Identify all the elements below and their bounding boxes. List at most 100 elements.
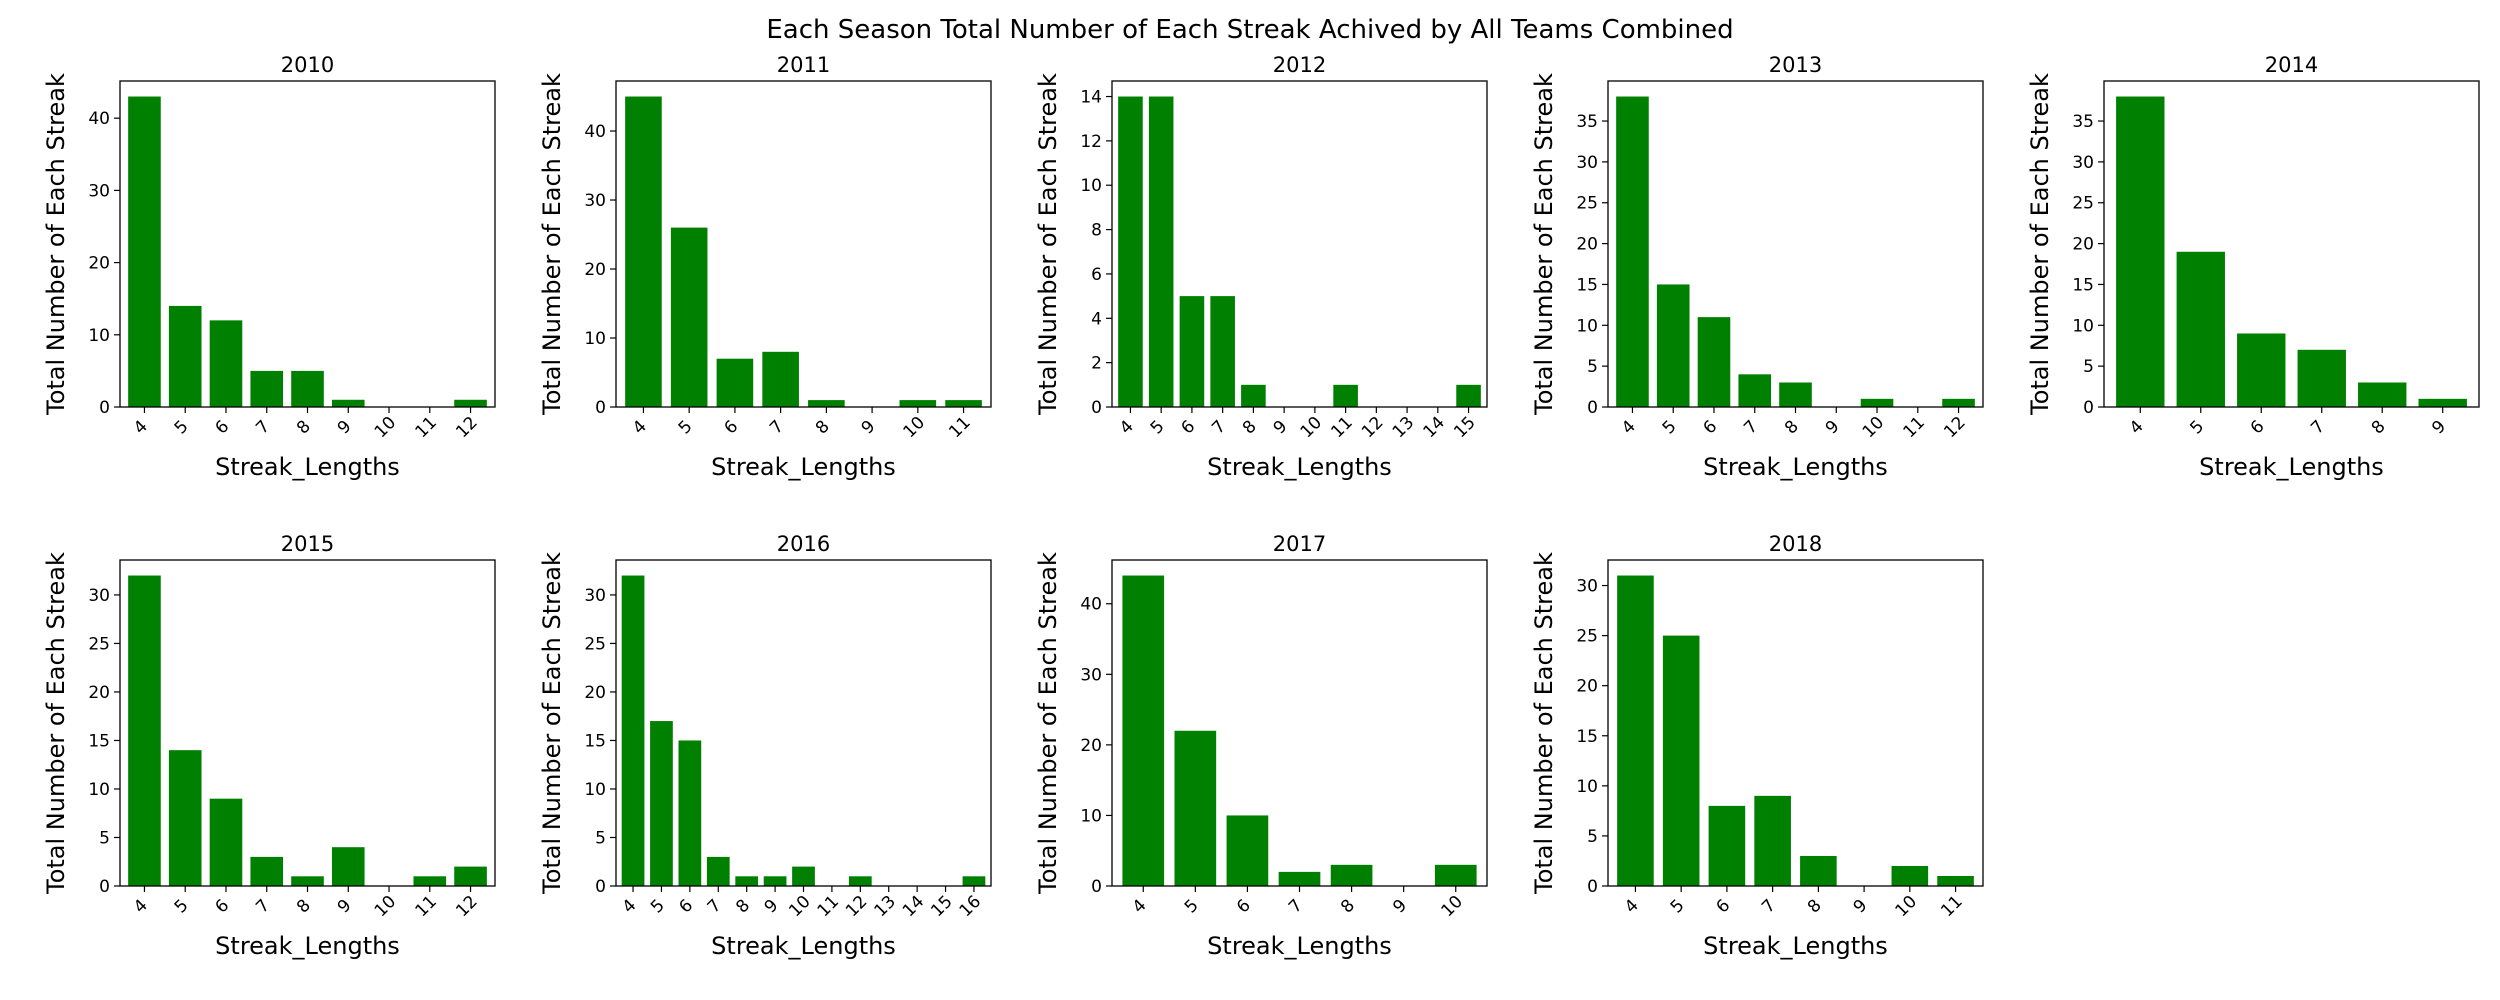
y-tick-label: 30 bbox=[1080, 665, 1102, 685]
x-axis-label: Streak_Lengths bbox=[215, 932, 400, 960]
bar-5 bbox=[1662, 635, 1700, 886]
bar-6 bbox=[209, 320, 243, 407]
bar-7 bbox=[706, 856, 730, 886]
y-tick-label: 30 bbox=[1576, 153, 1598, 173]
bar-7 bbox=[1278, 871, 1321, 886]
bar-8 bbox=[1779, 382, 1812, 407]
y-axis-label: Total Number of Each Streak bbox=[42, 552, 70, 895]
y-tick-label: 5 bbox=[1587, 827, 1598, 847]
bar-12 bbox=[454, 399, 487, 407]
y-tick-label: 10 bbox=[1080, 176, 1102, 196]
bar-6 bbox=[1179, 296, 1205, 407]
y-tick-label: 5 bbox=[595, 828, 606, 848]
y-axis-label: Total Number of Each Streak bbox=[538, 73, 566, 416]
y-axis-label: Total Number of Each Streak bbox=[1034, 552, 1062, 895]
y-tick-label: 2 bbox=[1091, 354, 1102, 374]
bar-9 bbox=[2418, 398, 2467, 407]
y-tick-label: 10 bbox=[584, 329, 606, 349]
bar-4 bbox=[2116, 96, 2165, 408]
chart-title: 2010 bbox=[281, 53, 334, 77]
y-tick-label: 40 bbox=[1080, 595, 1102, 615]
bar-4 bbox=[625, 96, 662, 408]
bar-7 bbox=[762, 351, 799, 407]
bar-4 bbox=[128, 96, 161, 408]
bar-6 bbox=[1226, 815, 1269, 886]
bar-5 bbox=[1656, 284, 1690, 407]
y-tick-label: 25 bbox=[584, 634, 606, 654]
y-tick-label: 0 bbox=[99, 398, 110, 418]
y-tick-label: 15 bbox=[2072, 275, 2094, 295]
bar-8 bbox=[1241, 384, 1266, 407]
axes-frame bbox=[1111, 80, 1488, 408]
y-axis-label: Total Number of Each Streak bbox=[1034, 73, 1062, 416]
y-tick-label: 15 bbox=[88, 731, 110, 751]
y-tick-label: 20 bbox=[584, 260, 606, 280]
bar-4 bbox=[128, 575, 161, 886]
bar-8 bbox=[808, 400, 845, 407]
bar-8 bbox=[291, 876, 324, 886]
y-tick-label: 20 bbox=[1576, 677, 1598, 697]
x-axis-label: Streak_Lengths bbox=[711, 453, 896, 481]
y-tick-label: 0 bbox=[595, 398, 606, 418]
bar-6 bbox=[1697, 317, 1731, 407]
y-axis-label: Total Number of Each Streak bbox=[42, 73, 70, 416]
bar-6 bbox=[678, 740, 702, 886]
bar-4 bbox=[1617, 575, 1654, 886]
x-axis-label: Streak_Lengths bbox=[1207, 932, 1392, 960]
y-tick-label: 10 bbox=[1080, 806, 1102, 826]
bar-7 bbox=[1754, 795, 1791, 886]
y-tick-label: 25 bbox=[88, 634, 110, 654]
bar-10 bbox=[792, 866, 815, 886]
y-tick-label: 12 bbox=[1080, 132, 1102, 152]
y-tick-label: 20 bbox=[584, 683, 606, 703]
bar-8 bbox=[2358, 382, 2407, 407]
bar-6 bbox=[2237, 333, 2286, 407]
bar-6 bbox=[209, 798, 243, 886]
chart-title: 2018 bbox=[1769, 532, 1822, 556]
y-tick-label: 30 bbox=[88, 181, 110, 201]
y-tick-label: 10 bbox=[2072, 316, 2094, 336]
bar-15 bbox=[1456, 384, 1481, 407]
bar-10 bbox=[1891, 865, 1929, 886]
y-tick-label: 10 bbox=[584, 780, 606, 800]
y-tick-label: 35 bbox=[1576, 112, 1598, 132]
figure-title: Each Season Total Number of Each Streak … bbox=[766, 15, 1733, 45]
bar-4 bbox=[1118, 96, 1143, 408]
y-tick-label: 0 bbox=[1091, 877, 1102, 897]
y-tick-label: 5 bbox=[2083, 357, 2094, 377]
bar-12 bbox=[1942, 398, 1975, 407]
y-tick-label: 0 bbox=[1587, 877, 1598, 897]
y-tick-label: 30 bbox=[584, 586, 606, 606]
y-tick-label: 0 bbox=[1587, 398, 1598, 418]
y-axis-label: Total Number of Each Streak bbox=[1530, 552, 1558, 895]
bar-5 bbox=[670, 227, 708, 407]
bar-4 bbox=[1616, 96, 1649, 408]
y-tick-label: 20 bbox=[88, 254, 110, 274]
y-tick-label: 30 bbox=[2072, 153, 2094, 173]
y-tick-label: 0 bbox=[2083, 398, 2094, 418]
y-tick-label: 30 bbox=[88, 586, 110, 606]
bar-8 bbox=[735, 876, 759, 886]
bar-8 bbox=[1330, 864, 1373, 886]
bar-10 bbox=[1434, 864, 1477, 886]
y-axis-label: Total Number of Each Streak bbox=[1530, 73, 1558, 416]
y-tick-label: 10 bbox=[88, 780, 110, 800]
x-axis-label: Streak_Lengths bbox=[215, 453, 400, 481]
y-tick-label: 5 bbox=[99, 828, 110, 848]
bar-7 bbox=[250, 370, 284, 407]
bar-9 bbox=[331, 399, 365, 407]
bar-8 bbox=[1800, 855, 1837, 886]
y-tick-label: 25 bbox=[2072, 194, 2094, 214]
bar-7 bbox=[1738, 374, 1772, 407]
y-tick-label: 5 bbox=[1587, 357, 1598, 377]
bar-5 bbox=[168, 305, 202, 407]
bar-7 bbox=[2297, 349, 2346, 407]
bar-5 bbox=[1174, 730, 1217, 886]
bar-7 bbox=[250, 856, 284, 886]
x-axis-label: Streak_Lengths bbox=[1207, 453, 1392, 481]
